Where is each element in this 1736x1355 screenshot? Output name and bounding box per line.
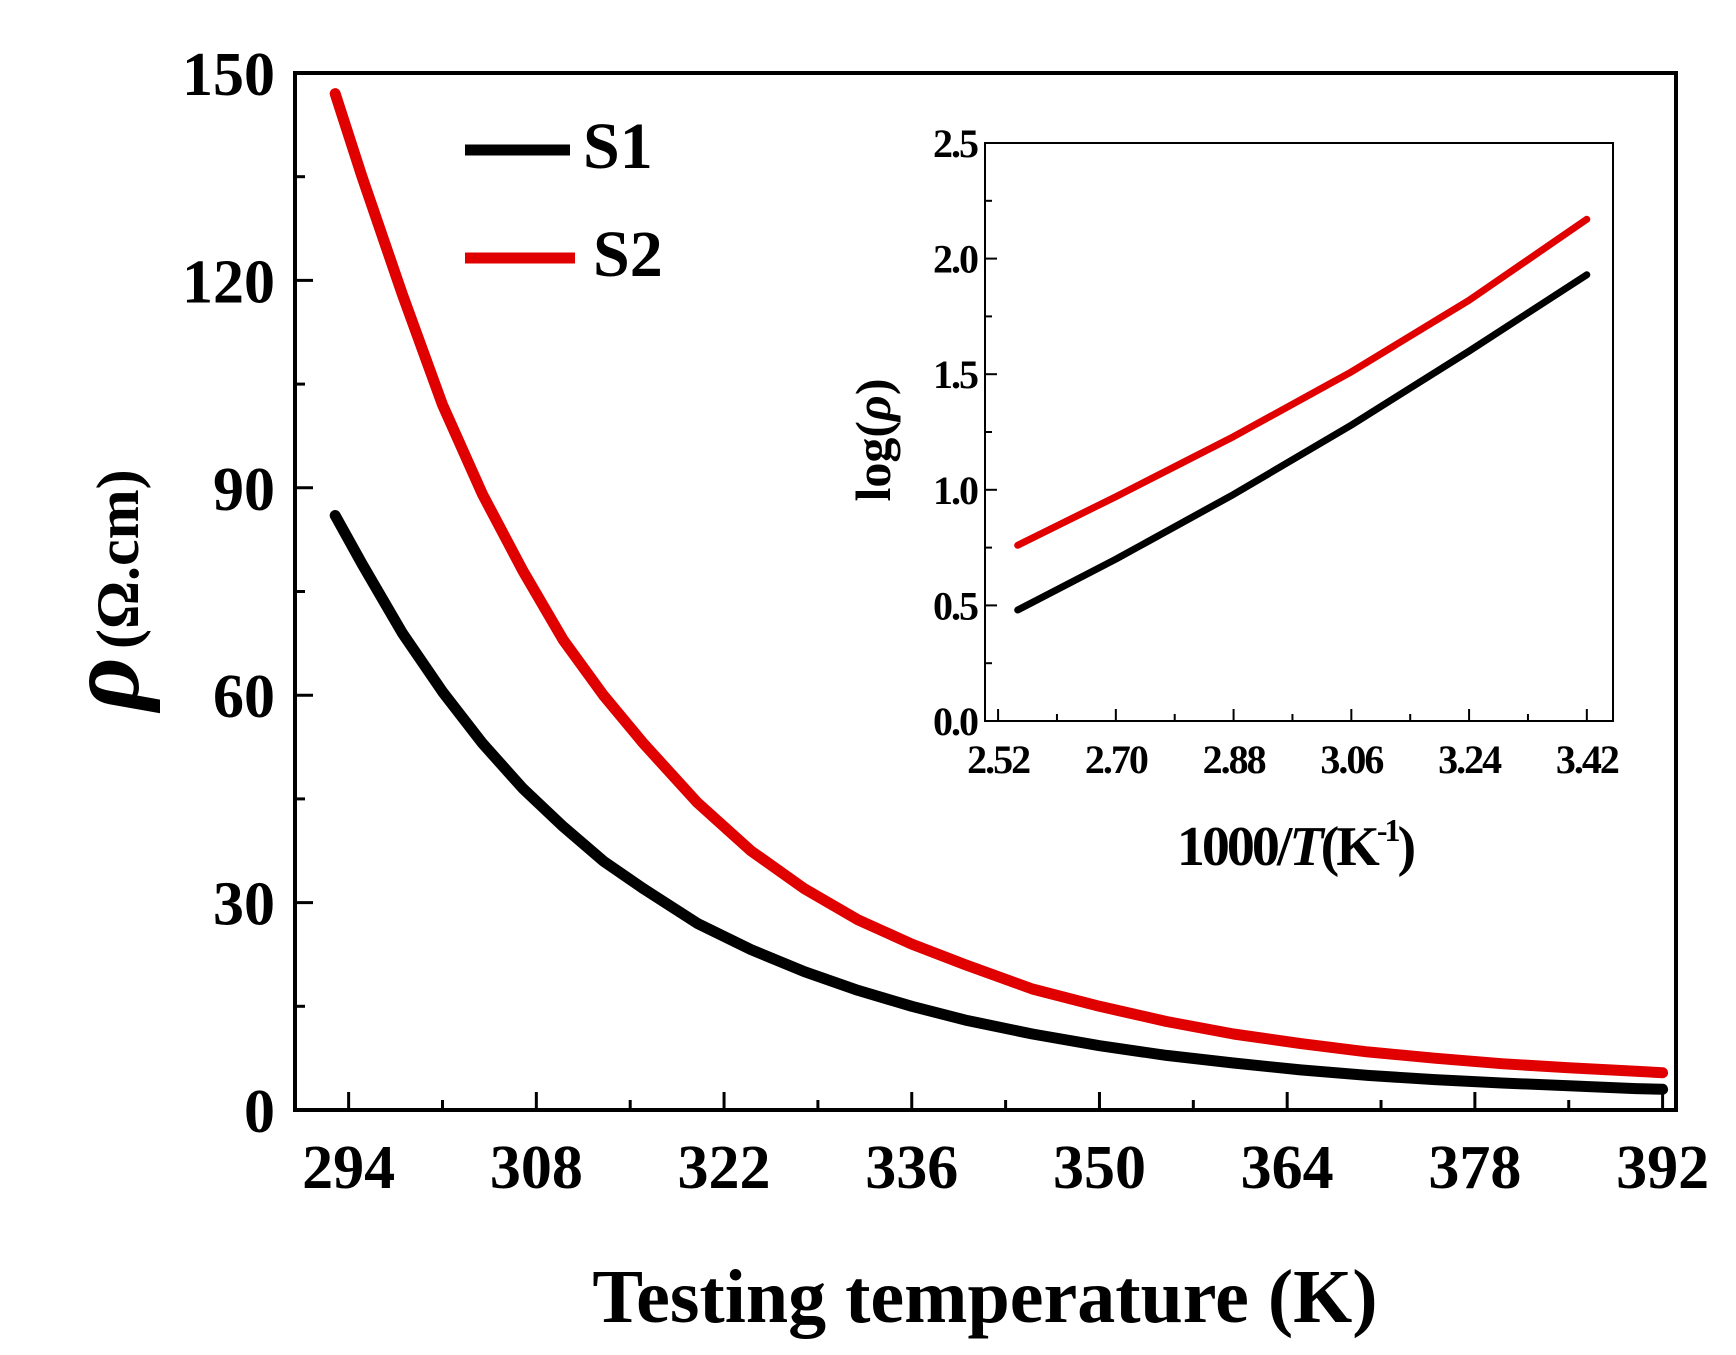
inset-x-axis-label: 1000/T(K-1)	[1177, 812, 1415, 878]
main-y-tick-label: 120	[182, 248, 275, 316]
inset-x-axis-unit-sup: -1	[1377, 812, 1400, 848]
inset-y-axis-suffix: )	[845, 379, 901, 396]
inset-series-group	[1014, 215, 1591, 614]
main-x-tick-label: 364	[1241, 1134, 1334, 1202]
inset-y-axis-variable: ρ	[845, 395, 901, 423]
inset-y-tick-label: 2.0	[933, 237, 978, 282]
main-x-axis-unit: (K)	[1268, 1255, 1378, 1339]
main-y-tick-label: 90	[213, 456, 275, 524]
inset-x-axis-unit-open: (K	[1321, 816, 1381, 878]
inset-y-tick-label: 1.5	[933, 352, 978, 397]
inset-y-tick-label: 0.0	[933, 699, 978, 744]
inset-y-axis-prefix: log(	[845, 421, 901, 502]
main-series-group	[329, 88, 1669, 1095]
inset-x-axis-unit-close: )	[1398, 816, 1415, 878]
inset-y-tick-label: 1.0	[933, 468, 978, 513]
inset-x-tick-label: 3.24	[1438, 737, 1502, 782]
inset-series-s2-line	[1014, 215, 1591, 549]
main-y-tick-label: 150	[182, 41, 275, 109]
inset-x-tick-label: 3.06	[1320, 737, 1383, 782]
inset-x-tick-label: 2.88	[1203, 737, 1266, 782]
main-x-tick-label: 378	[1428, 1134, 1521, 1202]
inset-axis-ticks: 2.52 2.70 2.88 3.06 3.24 3.42 0.0 0.5 1.0 1.5 2.0 2…	[933, 121, 1621, 782]
inset-y-axis-label: log(ρ)	[845, 379, 901, 502]
inset-y-tick-label: 0.5	[933, 583, 978, 628]
main-y-axis-label: ρ (Ω.cm)	[46, 469, 161, 713]
main-x-tick-label: 392	[1616, 1134, 1709, 1202]
inset-x-tick-label: 3.42	[1556, 737, 1619, 782]
inset-plot-frame	[984, 142, 1614, 722]
main-y-axis-unit: (Ω.cm)	[85, 469, 151, 649]
main-y-tick-label: 0	[244, 1078, 275, 1146]
inset-x-tick-label: 2.52	[967, 737, 1030, 782]
main-axis-ticks: 294 308 322 336 350 364 378 392 0 30 60 90 120 150	[182, 41, 1709, 1202]
legend: S1 S2	[465, 110, 663, 291]
main-x-axis-label: Testing temperature (K)	[592, 1255, 1377, 1339]
main-y-tick-label: 60	[213, 663, 275, 731]
inset-x-tick-label: 2.70	[1085, 737, 1148, 782]
main-series-s2-line	[329, 88, 1669, 1079]
main-x-tick-label: 350	[1053, 1134, 1146, 1202]
main-x-tick-label: 294	[302, 1134, 395, 1202]
main-x-axis-title: Testing temperature	[592, 1255, 1248, 1339]
main-series-s1-line	[329, 510, 1669, 1095]
inset-x-axis-prefix: 1000/	[1177, 816, 1294, 878]
inset-y-tick-label: 2.5	[933, 121, 978, 166]
main-x-tick-label: 308	[490, 1134, 583, 1202]
legend-label-s2: S2	[593, 218, 663, 291]
main-y-axis-symbol: ρ	[46, 657, 161, 714]
main-x-tick-label: 336	[865, 1134, 958, 1202]
inset-series-s1-line	[1014, 271, 1591, 614]
legend-label-s1: S1	[583, 110, 653, 183]
main-x-tick-label: 322	[678, 1134, 771, 1202]
main-y-tick-label: 30	[213, 871, 275, 939]
